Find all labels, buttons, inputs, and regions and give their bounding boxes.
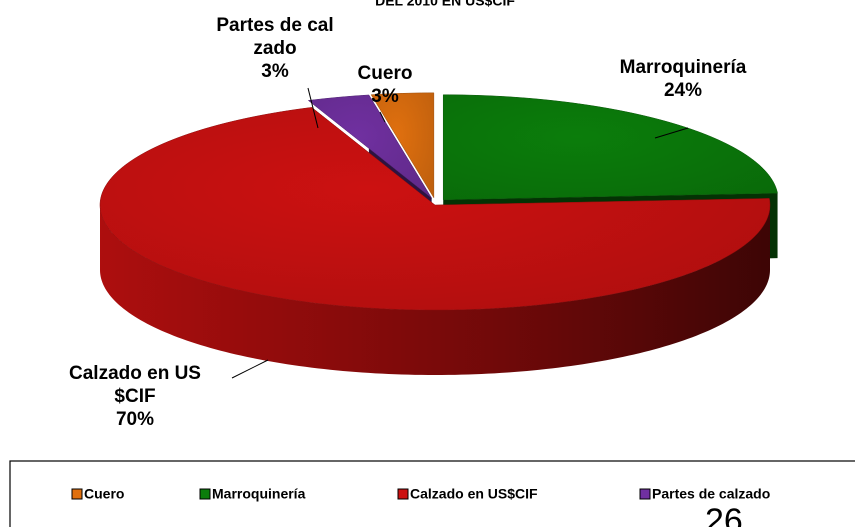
legend-label: Partes de calzado — [652, 486, 770, 502]
slice — [370, 92, 435, 199]
category-label: Cuero — [357, 63, 413, 84]
leader-line — [654, 127, 689, 139]
legend-label: Marroquinería — [212, 486, 306, 502]
leader-line — [231, 359, 269, 379]
data-label: Cuero 3% — [340, 62, 430, 108]
data-label: Marroquinería 24% — [618, 56, 748, 102]
slice — [307, 94, 432, 199]
legend-swatch — [199, 488, 211, 500]
data-label: Calzado en US$CIF 70% — [60, 362, 210, 431]
value-label: 24% — [663, 80, 703, 101]
legend-swatch — [639, 488, 651, 500]
slice — [99, 107, 771, 311]
value-label: 3% — [261, 61, 289, 82]
legend-label: Cuero — [84, 486, 124, 502]
value-label: 3% — [371, 86, 399, 107]
leader-line — [379, 111, 386, 123]
chart-title: DEL 2010 EN US$CIF — [375, 0, 515, 9]
legend-swatch — [397, 488, 409, 500]
leader-line — [307, 87, 319, 129]
value-label: 70% — [115, 409, 155, 430]
data-label: Partes de calzado 3% — [215, 14, 335, 83]
category-label: Marroquinería — [619, 57, 747, 78]
category-label: Calzado en US$CIF — [69, 363, 201, 407]
page-number: 26 — [705, 502, 743, 527]
legend-box — [9, 460, 855, 527]
slice — [442, 94, 778, 201]
legend-swatch — [71, 488, 83, 500]
slice-side — [100, 205, 770, 375]
legend-label: Calzado en US$CIF — [410, 486, 538, 502]
category-label: Partes de calzado — [216, 15, 334, 59]
